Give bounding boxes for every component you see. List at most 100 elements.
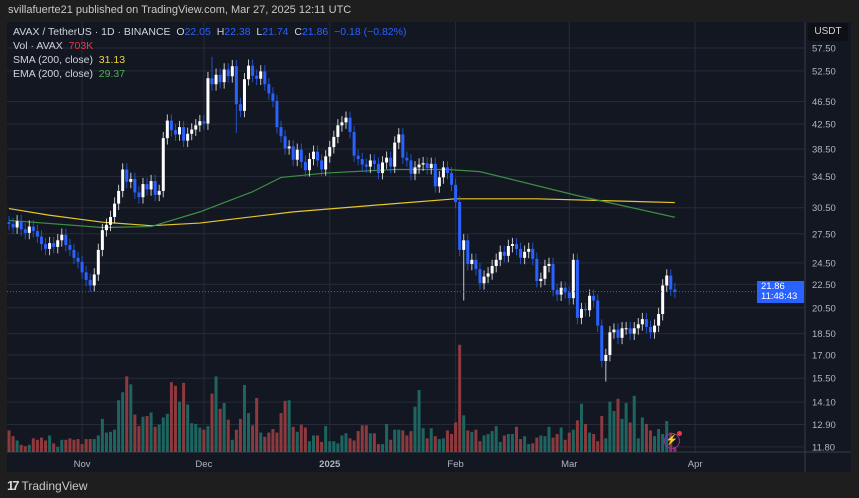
- volume-bar: [490, 431, 494, 452]
- lightning-icon[interactable]: ⚡: [664, 431, 682, 449]
- volume-bar: [348, 438, 352, 452]
- volume-bar: [470, 431, 474, 452]
- volume-legend[interactable]: Vol · AVAX 703K: [13, 39, 406, 53]
- tradingview-logo-icon[interactable]: 17: [7, 478, 20, 493]
- candle-down: [474, 259, 478, 270]
- volume-bar: [478, 441, 482, 452]
- candle-down: [125, 169, 129, 182]
- candle-up: [543, 266, 547, 279]
- volume-bar: [604, 438, 608, 452]
- high-value: 22.38: [224, 26, 251, 38]
- volume-bar: [271, 428, 275, 452]
- candle-down: [563, 287, 567, 293]
- candle-down: [299, 149, 303, 162]
- candle-down: [291, 146, 295, 160]
- volume-bar: [616, 398, 620, 452]
- volume-bar: [636, 438, 640, 452]
- currency-button[interactable]: USDT: [808, 23, 848, 41]
- candle-up: [588, 295, 592, 311]
- candle-down: [600, 325, 604, 361]
- volume-bar: [169, 382, 173, 452]
- candle-up: [527, 248, 531, 252]
- candle-down: [218, 74, 222, 83]
- candle-down: [348, 117, 352, 132]
- y-tick-label: 52.50: [812, 66, 836, 77]
- candle-up: [117, 190, 121, 204]
- volume-bar: [437, 439, 441, 452]
- candle-down: [68, 245, 72, 250]
- candle-up: [109, 216, 112, 225]
- volume-bar: [429, 428, 433, 452]
- candle-up: [104, 224, 108, 231]
- volume-bar: [352, 440, 356, 452]
- volume-bar: [104, 432, 108, 452]
- sma-legend[interactable]: SMA (200, close) 31.13: [13, 53, 406, 67]
- volume-bar: [523, 436, 527, 452]
- y-tick-label: 17.00: [812, 350, 836, 361]
- candle-down: [409, 160, 413, 174]
- candle-up: [437, 177, 441, 187]
- candle-up: [506, 245, 510, 256]
- volume-bar: [673, 446, 677, 452]
- volume-bar: [571, 429, 575, 452]
- y-tick-label: 34.50: [812, 172, 836, 183]
- candle-down: [267, 84, 271, 94]
- volume-bar: [68, 438, 72, 452]
- volume-bar: [657, 428, 661, 452]
- candle-up: [482, 276, 486, 284]
- volume-bar: [230, 439, 234, 452]
- candle-up: [608, 332, 612, 355]
- y-tick-label: 20.50: [812, 303, 836, 314]
- volume-bar: [575, 420, 579, 452]
- volume-bar: [145, 416, 149, 452]
- volume-bar: [547, 426, 551, 452]
- volume-bar: [360, 425, 364, 452]
- notification-dot: [677, 431, 682, 436]
- ohlc-row[interactable]: AVAX / TetherUS · 1D · BINANCE O22.05 H2…: [13, 25, 406, 39]
- volume-bar: [376, 444, 380, 452]
- candle-down: [555, 290, 559, 295]
- x-tick-label: Mar: [561, 459, 577, 470]
- volume-bar: [531, 443, 535, 452]
- volume-bar: [612, 410, 616, 452]
- candle-up: [579, 309, 583, 318]
- volume-bar: [279, 413, 283, 452]
- candle-up: [328, 147, 332, 157]
- candle-down: [283, 136, 287, 149]
- candle-down: [644, 319, 648, 327]
- volume-bar: [263, 436, 267, 452]
- candle-down: [596, 300, 600, 326]
- candle-up: [624, 328, 628, 330]
- chart-panel[interactable]: [7, 22, 851, 472]
- volume-bar: [450, 434, 454, 452]
- volume-bar: [567, 432, 571, 452]
- candle-up: [56, 240, 60, 247]
- volume-bar: [551, 437, 555, 452]
- ema-line: [8, 168, 675, 229]
- candle-up: [141, 184, 145, 198]
- y-tick-label: 15.50: [812, 374, 836, 385]
- candle-up: [413, 167, 417, 174]
- candle-down: [72, 249, 76, 258]
- ema-legend[interactable]: EMA (200, close) 29.37: [13, 67, 406, 81]
- symbol-title[interactable]: AVAX / TetherUS · 1D · BINANCE: [13, 26, 171, 38]
- candle-down: [44, 244, 48, 249]
- volume-bar: [247, 413, 251, 452]
- candle-up: [295, 149, 299, 160]
- volume-bar: [206, 426, 210, 452]
- volume-bar: [186, 404, 190, 452]
- candle-down: [502, 251, 506, 256]
- volume-bar: [620, 418, 624, 452]
- volume-value: 703K: [68, 40, 94, 52]
- candle-up: [381, 162, 385, 174]
- candle-up: [421, 163, 425, 165]
- volume-bar: [299, 424, 303, 452]
- volume-bar: [320, 441, 324, 452]
- brand-name[interactable]: TradingView: [21, 478, 88, 493]
- candle-up: [632, 328, 636, 334]
- y-tick-label: 27.50: [812, 229, 836, 240]
- candle-down: [616, 329, 620, 338]
- volume-bar: [502, 435, 506, 452]
- volume-bar: [76, 439, 80, 452]
